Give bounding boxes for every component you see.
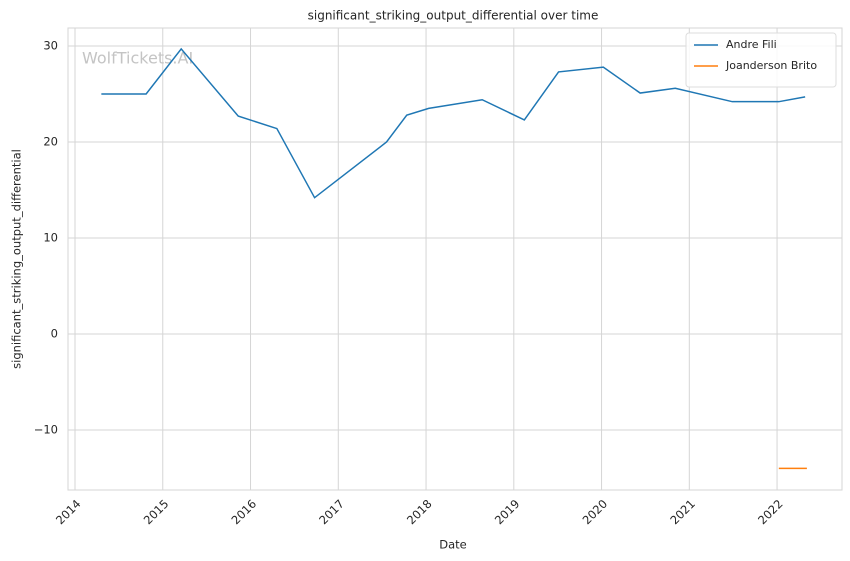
y-tick-label: 30 bbox=[43, 39, 58, 53]
chart-title: significant_striking_output_differential… bbox=[308, 9, 599, 23]
x-tick-label: 2015 bbox=[141, 497, 172, 528]
y-tick-label: 0 bbox=[51, 327, 58, 341]
plot-frame bbox=[67, 27, 843, 491]
x-tick-label: 2019 bbox=[492, 497, 523, 528]
y-axis-label: significant_striking_output_differential bbox=[10, 149, 24, 369]
legend-box bbox=[685, 32, 837, 88]
legend-label: Andre Fili bbox=[726, 38, 777, 51]
x-tick-label: 2022 bbox=[755, 497, 786, 528]
x-tick-label: 2016 bbox=[229, 497, 260, 528]
y-tick-label: 10 bbox=[43, 231, 58, 245]
y-tick-label: −10 bbox=[34, 423, 58, 437]
x-tick-label: 2017 bbox=[316, 497, 347, 528]
y-tick-label: 20 bbox=[43, 135, 58, 149]
x-tick-label: 2020 bbox=[580, 497, 611, 528]
watermark: WolfTickets.AI bbox=[82, 49, 193, 68]
line-series bbox=[101, 47, 806, 199]
x-tick-label: 2021 bbox=[667, 497, 698, 528]
x-tick-label: 2014 bbox=[53, 497, 84, 528]
x-axis-label: Date bbox=[439, 538, 467, 552]
x-tick-label: 2018 bbox=[404, 497, 435, 528]
legend: Andre Fili Joanderson Brito bbox=[685, 32, 837, 88]
legend-label: Joanderson Brito bbox=[725, 59, 817, 72]
